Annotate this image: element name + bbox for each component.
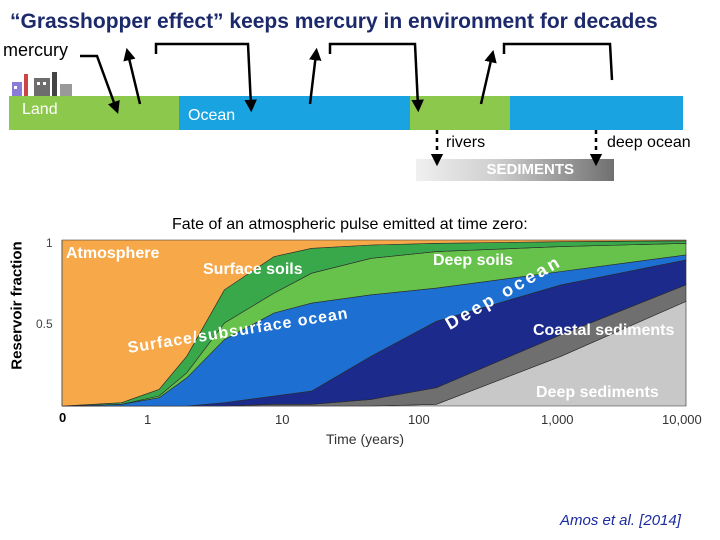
credit: Amos et al. [2014] <box>560 512 681 529</box>
x-tick-1: 1 <box>144 412 152 427</box>
x-tick-10000: 10,000 <box>662 412 702 427</box>
x-tick-0: 0 <box>59 410 67 425</box>
x-tick-1000: 1,000 <box>541 412 574 427</box>
label-deep-soils: Deep soils <box>433 252 514 269</box>
label-atmosphere: Atmosphere <box>66 245 160 262</box>
sediments-box: SEDIMENTS <box>416 159 614 181</box>
label-deep-sediments: Deep sediments <box>536 384 659 401</box>
label-surface-soils: Surface soils <box>203 261 303 278</box>
deep-ocean-label: deep ocean <box>607 134 691 151</box>
mercury-label: mercury <box>3 40 69 60</box>
x-tick-100: 100 <box>408 412 430 427</box>
label-coastal-sediments: Coastal sediments <box>533 322 675 339</box>
land-band <box>9 96 179 130</box>
x-tick-10: 10 <box>275 412 290 427</box>
transport-arrows <box>80 42 614 167</box>
page-title: “Grasshopper effect” keeps mercury in en… <box>10 10 658 33</box>
rivers-label: rivers <box>446 134 486 151</box>
chart-caption: Fate of an atmospheric pulse emitted at … <box>172 216 528 233</box>
factory-icon <box>12 68 74 96</box>
land-segment-mid <box>410 96 510 130</box>
reservoir-chart <box>61 239 687 407</box>
land-label: Land <box>22 101 58 118</box>
y-tick-1: 1 <box>46 236 53 250</box>
ocean-label: Ocean <box>188 107 236 124</box>
y-tick-0-5: 0.5 <box>36 317 53 331</box>
x-axis-label: Time (years) <box>326 431 405 447</box>
area-atmosphere <box>61 239 687 407</box>
